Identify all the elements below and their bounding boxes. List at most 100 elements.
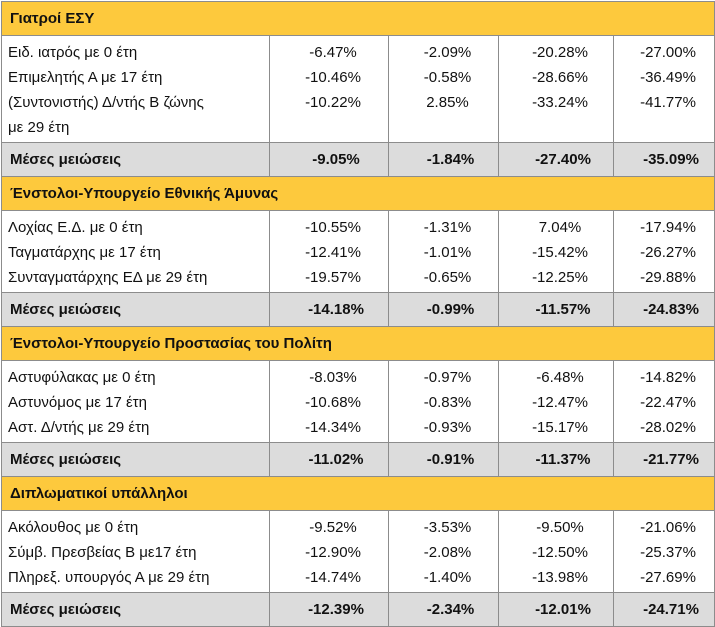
- average-label: Μέσες μειώσεις: [1, 592, 270, 627]
- average-label: Μέσες μειώσεις: [1, 442, 270, 477]
- row-label: Σύμβ. Πρεσβείας Β με17 έτη: [8, 544, 197, 561]
- value-cell: -0.97%: [423, 369, 472, 386]
- average-value: -11.02%: [269, 442, 389, 477]
- average-value: -21.77%: [612, 442, 715, 477]
- average-row: Μέσες μειώσεις -12.39% -2.34% -12.01% -2…: [1, 592, 715, 627]
- value-cell: -10.68%: [305, 394, 361, 411]
- section-title: Ένστολοι-Υπουργείο Προστασίας του Πολίτη: [0, 326, 715, 361]
- value-cell: -14.74%: [305, 569, 361, 586]
- section-header-citizen-protection: Ένστολοι-Υπουργείο Προστασίας του Πολίτη: [0, 326, 715, 361]
- row-label: Πληρεξ. υπουργός Α με 29 έτη: [8, 569, 210, 586]
- values-column-1: -8.03% -10.68% -14.34%: [269, 360, 389, 443]
- value-cell: -1.31%: [423, 219, 472, 236]
- values-column-2: -3.53% -2.08% -1.40%: [388, 510, 499, 593]
- value-cell: -10.22%: [305, 94, 361, 111]
- value-cell: -12.47%: [532, 394, 588, 411]
- values-column-4: -17.94% -26.27% -29.88%: [612, 210, 715, 293]
- value-cell: -22.47%: [640, 394, 696, 411]
- average-value: -12.39%: [269, 592, 389, 627]
- values-column-4: -27.00% -36.49% -41.77%: [612, 35, 715, 143]
- value-cell: -3.53%: [423, 519, 472, 536]
- values-column-4: -21.06% -25.37% -27.69%: [612, 510, 715, 593]
- row-label: Ειδ. ιατρός με 0 έτη: [8, 44, 138, 61]
- average-value: -35.09%: [612, 142, 715, 177]
- value-cell: -2.09%: [423, 44, 472, 61]
- average-value: -27.40%: [498, 142, 614, 177]
- table-row: Ειδ. ιατρός με 0 έτη Επιμελητής Α με 17 …: [1, 35, 715, 143]
- value-cell: -27.00%: [640, 44, 696, 61]
- average-value: -14.18%: [269, 292, 389, 327]
- values-column-3: -6.48% -12.47% -15.17%: [498, 360, 614, 443]
- average-value: -0.91%: [388, 442, 499, 477]
- value-cell: -17.94%: [640, 219, 696, 236]
- value-cell: 7.04%: [538, 219, 582, 236]
- row-label: Επιμελητής Α με 17 έτη: [8, 69, 163, 86]
- value-cell: -0.93%: [423, 419, 472, 436]
- average-row: Μέσες μειώσεις -14.18% -0.99% -11.57% -2…: [1, 292, 715, 327]
- row-labels-cell: Λοχίας Ε.Δ. με 0 έτη Ταγματάρχης με 17 έ…: [1, 210, 270, 293]
- value-cell: -1.40%: [423, 569, 472, 586]
- row-labels-cell: Αστυφύλακας με 0 έτη Αστυνόμος με 17 έτη…: [1, 360, 270, 443]
- value-cell: -12.50%: [532, 544, 588, 561]
- section-title: Γιατροί ΕΣΥ: [0, 1, 715, 36]
- value-cell: -12.25%: [532, 269, 588, 286]
- values-column-3: -20.28% -28.66% -33.24%: [498, 35, 614, 143]
- row-label: Αστ. Δ/ντής με 29 έτη: [8, 419, 150, 436]
- values-column-1: -6.47% -10.46% -10.22%: [269, 35, 389, 143]
- table-row: Αστυφύλακας με 0 έτη Αστυνόμος με 17 έτη…: [1, 360, 715, 443]
- value-cell: -27.69%: [640, 569, 696, 586]
- values-column-3: -9.50% -12.50% -13.98%: [498, 510, 614, 593]
- value-cell: -15.17%: [532, 419, 588, 436]
- value-cell: -28.66%: [532, 69, 588, 86]
- values-column-1: -10.55% -12.41% -19.57%: [269, 210, 389, 293]
- row-label: Ταγματάρχης με 17 έτη: [8, 244, 161, 261]
- average-value: -11.57%: [498, 292, 614, 327]
- value-cell: -6.48%: [536, 369, 584, 386]
- average-value: -1.84%: [388, 142, 499, 177]
- value-cell: -0.58%: [423, 69, 472, 86]
- value-cell: -10.46%: [305, 69, 361, 86]
- values-column-4: -14.82% -22.47% -28.02%: [612, 360, 715, 443]
- value-cell: -19.57%: [305, 269, 361, 286]
- section-title: Διπλωματικοί υπάλληλοι: [0, 476, 715, 511]
- average-row: Μέσες μειώσεις -9.05% -1.84% -27.40% -35…: [1, 142, 715, 177]
- value-cell: -33.24%: [532, 94, 588, 111]
- row-label: Συνταγματάρχης ΕΔ με 29 έτη: [8, 269, 208, 286]
- value-cell: -1.01%: [423, 244, 472, 261]
- value-cell: -36.49%: [640, 69, 696, 86]
- section-header-doctors: Γιατροί ΕΣΥ: [0, 1, 715, 36]
- value-cell: -6.47%: [309, 44, 357, 61]
- average-value: -24.83%: [612, 292, 715, 327]
- value-cell: -12.90%: [305, 544, 361, 561]
- value-cell: 2.85%: [426, 94, 469, 111]
- value-cell: -14.82%: [640, 369, 696, 386]
- average-value: -24.71%: [612, 592, 715, 627]
- row-label: (Συντονιστής) Δ/ντής Β ζώνης: [8, 94, 204, 111]
- section-header-diplomats: Διπλωματικοί υπάλληλοι: [0, 476, 715, 511]
- value-cell: -8.03%: [309, 369, 357, 386]
- value-cell: -28.02%: [640, 419, 696, 436]
- value-cell: -20.28%: [532, 44, 588, 61]
- values-column-3: 7.04% -15.42% -12.25%: [498, 210, 614, 293]
- row-label: Αστυφύλακας με 0 έτη: [8, 369, 156, 386]
- value-cell: -14.34%: [305, 419, 361, 436]
- value-cell: -12.41%: [305, 244, 361, 261]
- row-labels-cell: Ειδ. ιατρός με 0 έτη Επιμελητής Α με 17 …: [1, 35, 270, 143]
- average-label: Μέσες μειώσεις: [1, 292, 270, 327]
- value-cell: -9.50%: [536, 519, 584, 536]
- values-column-2: -1.31% -1.01% -0.65%: [388, 210, 499, 293]
- average-row: Μέσες μειώσεις -11.02% -0.91% -11.37% -2…: [1, 442, 715, 477]
- section-title: Ένστολοι-Υπουργείο Εθνικής Άμυνας: [0, 176, 715, 211]
- value-cell: -10.55%: [305, 219, 361, 236]
- row-label: Ακόλουθος με 0 έτη: [8, 519, 139, 536]
- row-labels-cell: Ακόλουθος με 0 έτη Σύμβ. Πρεσβείας Β με1…: [1, 510, 270, 593]
- table-row: Λοχίας Ε.Δ. με 0 έτη Ταγματάρχης με 17 έ…: [1, 210, 715, 293]
- average-value: -9.05%: [269, 142, 389, 177]
- value-cell: -26.27%: [640, 244, 696, 261]
- average-value: -2.34%: [388, 592, 499, 627]
- values-column-2: -2.09% -0.58% 2.85%: [388, 35, 499, 143]
- average-value: -11.37%: [498, 442, 614, 477]
- average-value: -12.01%: [498, 592, 614, 627]
- value-cell: -0.83%: [423, 394, 472, 411]
